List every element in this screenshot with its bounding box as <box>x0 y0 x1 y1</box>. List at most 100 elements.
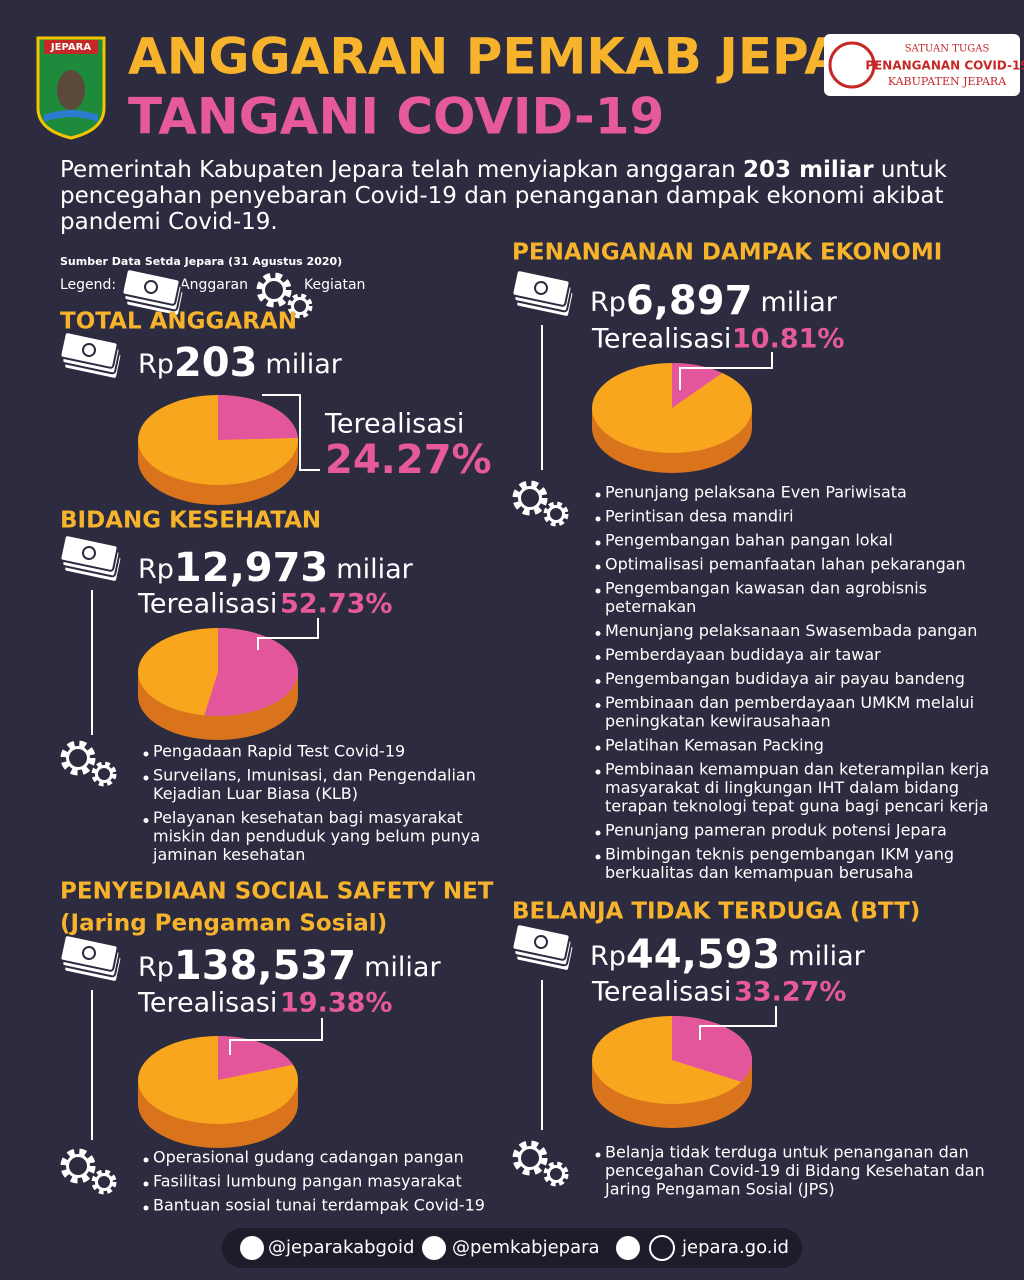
bullet <box>595 1152 601 1158</box>
amount-unit: miliar <box>364 952 441 983</box>
amount-value: 12,973 <box>174 545 328 591</box>
activity-item: terapan teknologi tepat guna bagi pencar… <box>605 797 989 816</box>
gear-ring <box>66 1154 90 1178</box>
gear-teeth <box>60 1148 96 1184</box>
activity-item: Pemberdayaan budidaya air tawar <box>605 645 881 664</box>
intro-fragment: Pemerintah Kabupaten Jepara telah menyia… <box>60 157 743 183</box>
satgas-badge: SATUAN TUGAS PENANGANAN COVID-19 KABUPAT… <box>824 34 1024 96</box>
gear-ring <box>518 486 542 510</box>
gear-teeth <box>91 1169 117 1195</box>
amount-currency: Rp <box>138 952 174 983</box>
bullet <box>595 745 601 751</box>
amount-unit: miliar <box>336 554 413 585</box>
leader-line <box>257 618 319 650</box>
activity-item: Pengadaan Rapid Test Covid-19 <box>153 742 405 761</box>
bullet <box>143 1205 149 1211</box>
section-heading: PENANGANAN DAMPAK EKONOMI <box>512 240 942 266</box>
bullet <box>595 588 601 594</box>
gear-teeth <box>512 480 548 516</box>
activity-item: Pembinaan dan pemberdayaan UMKM melalui <box>605 693 974 712</box>
gear-ring <box>95 1173 113 1191</box>
footer-instagram[interactable]: @pemkabjepara <box>452 1237 600 1258</box>
realized-label: 10.81% <box>732 324 844 355</box>
pie-slice <box>204 628 298 716</box>
money-bill <box>59 534 119 572</box>
bullet <box>595 769 601 775</box>
bullet <box>595 679 601 684</box>
bullet <box>595 631 601 636</box>
money-mark <box>534 935 548 949</box>
bullet <box>595 830 601 836</box>
money-bill <box>511 269 571 307</box>
section-heading: PENYEDIAAN SOCIAL SAFETY NET <box>60 879 494 905</box>
activity-item: Pengembangan kawasan dan agrobisnis <box>605 579 927 598</box>
activity-item: peternakan <box>605 597 696 616</box>
amount-unit: miliar <box>760 287 837 318</box>
activity-item: Optimalisasi pemanfaatan lahan pekaranga… <box>605 555 966 574</box>
gear-teeth <box>256 272 292 308</box>
bullet <box>595 492 601 498</box>
intro-line: pencegahan penyebaran Covid-19 dan penan… <box>60 183 943 209</box>
intro-line: pandemi Covid-19. <box>60 209 278 235</box>
logo-text: JEPARA <box>50 42 91 53</box>
money-icon <box>121 268 185 317</box>
intro-fragment: pencegahan penyebaran Covid-19 dan penan… <box>60 183 943 209</box>
activity-item: Pembinaan kemampuan dan keterampilan ker… <box>605 760 989 779</box>
bullet <box>143 1157 149 1163</box>
bullet <box>595 854 601 860</box>
section-heading: BIDANG KESEHATAN <box>60 508 321 534</box>
activity-item: Pengembangan budidaya air payau bandeng <box>605 669 965 688</box>
intro-fragment: pandemi Covid-19. <box>60 209 278 235</box>
badge-line2: PENANGANAN COVID-19 <box>865 59 1024 73</box>
pie-slice <box>672 363 723 408</box>
gear-ring <box>95 765 113 783</box>
realized-text: Terealisasi <box>591 977 731 1008</box>
realized-text: Terealisasi <box>591 324 731 355</box>
realized-label: 19.38% <box>280 988 392 1019</box>
title-line1: ANGGARAN PEMKAB JEPARA <box>128 28 920 86</box>
gear-ring <box>547 505 565 523</box>
badge-line1: SATUAN TUGAS <box>905 44 990 55</box>
money-mark <box>82 343 96 357</box>
activity-item: Operasional gudang cadangan pangan <box>153 1148 464 1167</box>
jepara-logo: JEPARA <box>36 36 106 140</box>
activity-item: Belanja tidak terduga untuk penanganan d… <box>605 1143 969 1162</box>
amount: Rp138,537 miliar <box>138 943 441 989</box>
leader-line <box>262 394 320 471</box>
activity-item: Menunjang pelaksanaan Swasembada pangan <box>605 621 977 640</box>
money-icon <box>511 269 575 318</box>
money-bill <box>59 934 119 972</box>
amount-currency: Rp <box>590 287 626 318</box>
footer-web[interactable]: jepara.go.id <box>681 1237 789 1258</box>
title-line2: TANGANI COVID-19 <box>128 88 664 146</box>
gear-teeth <box>543 501 569 527</box>
activity-item: miskin dan penduduk yang belum punya <box>153 827 480 846</box>
amount-currency: Rp <box>590 941 626 972</box>
bullet <box>595 516 601 522</box>
section-heading: TOTAL ANGGARAN <box>60 309 297 335</box>
intro-line: Pemerintah Kabupaten Jepara telah menyia… <box>60 157 948 183</box>
footer-twitter[interactable]: @jeparakabgoid <box>268 1237 414 1258</box>
activity-item: Penunjang pameran produk potensi Jepara <box>605 821 947 840</box>
legend-gears: Kegiatan <box>304 277 365 293</box>
realized-label: 52.73% <box>280 589 392 620</box>
gear-ring <box>66 746 90 770</box>
amount-value: 44,593 <box>626 932 780 978</box>
bullet <box>143 818 149 823</box>
activity-item: Jaring Pengaman Sosial (JPS) <box>604 1180 835 1199</box>
activity-item: pencegahan Covid-19 di Bidang Kesehatan … <box>605 1161 985 1180</box>
realized-text: Terealisasi <box>137 988 277 1019</box>
gear-teeth <box>287 293 313 319</box>
amount-unit: miliar <box>788 941 865 972</box>
activity-item: Penunjang pelaksana Even Pariwisata <box>605 483 907 502</box>
source-note: Sumber Data Setda Jepara (31 Agustus 202… <box>60 255 342 268</box>
activity-item: Perintisan desa mandiri <box>605 507 794 526</box>
amount-currency: Rp <box>138 349 174 380</box>
activity-item: Surveilans, Imunisasi, dan Pengendalian <box>153 766 476 785</box>
activity-item: Bantuan sosial tunai terdampak Covid-19 <box>153 1196 485 1215</box>
gear-teeth <box>543 1161 569 1187</box>
money-bill <box>121 268 181 306</box>
amount-value: 6,897 <box>626 278 753 324</box>
